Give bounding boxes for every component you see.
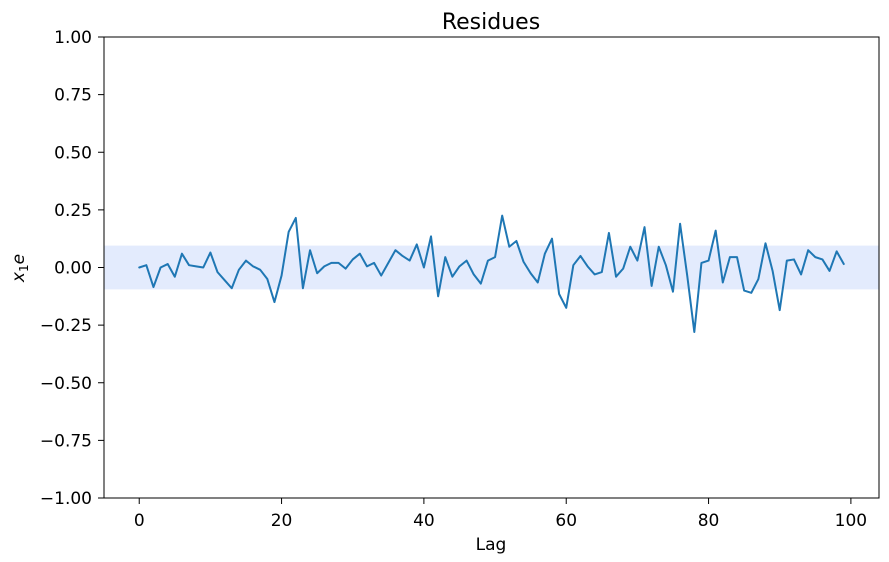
y-axis-label-tail: e bbox=[9, 254, 29, 264]
x-tick-label: 40 bbox=[413, 511, 435, 531]
residue-series-line bbox=[138, 214, 845, 334]
x-tick-label: 100 bbox=[835, 511, 867, 531]
x-tick-label: 60 bbox=[555, 511, 577, 531]
x-tick-label: 80 bbox=[698, 511, 720, 531]
x-axis-label: Lag bbox=[476, 535, 507, 555]
x-tick-label: 0 bbox=[134, 511, 145, 531]
y-tick-label: −0.25 bbox=[40, 316, 92, 336]
y-tick-label: 0.00 bbox=[54, 259, 92, 279]
y-tick-label: −1.00 bbox=[40, 489, 92, 509]
y-axis-label-subscript: 1 bbox=[17, 264, 31, 272]
y-axis-label-main: x bbox=[9, 271, 29, 283]
chart-title: Residues bbox=[442, 10, 540, 35]
y-tick-label: −0.75 bbox=[40, 431, 92, 451]
y-axis-label: x1e bbox=[9, 254, 31, 283]
y-tick-label: 1.00 bbox=[54, 28, 92, 48]
y-tick-label: 0.50 bbox=[54, 143, 92, 163]
plot-area: 0 20 40 60 80 100 −1.00 −0.75 −0.50 −0.25 0.00 0.25… bbox=[40, 28, 880, 531]
x-tick-label: 20 bbox=[271, 511, 293, 531]
y-tick-label: 0.25 bbox=[54, 201, 92, 221]
y-tick-label: −0.50 bbox=[40, 374, 92, 394]
y-tick-label: 0.75 bbox=[54, 86, 92, 106]
